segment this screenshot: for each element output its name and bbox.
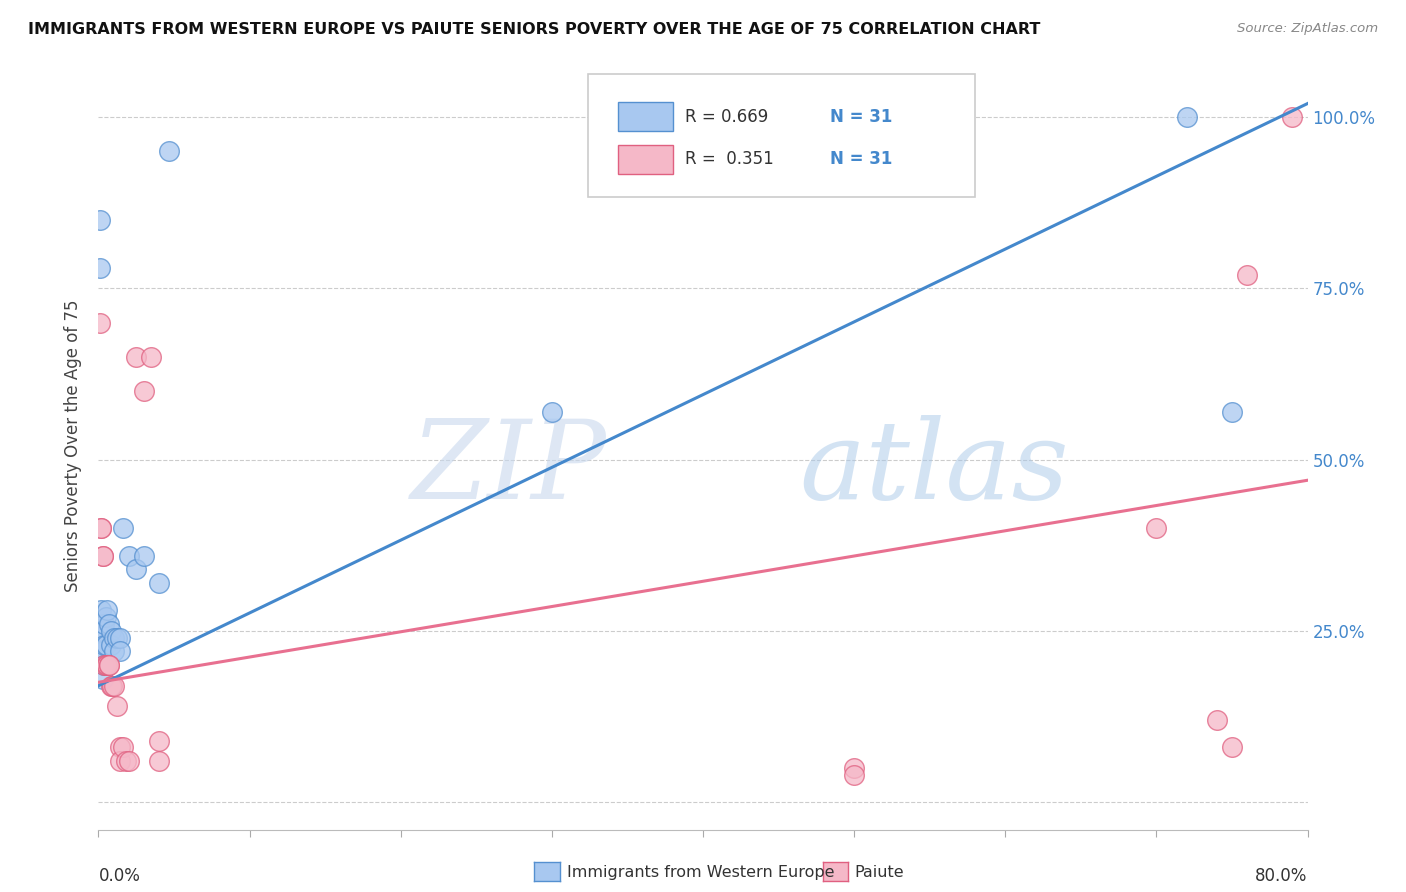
Point bbox=[132, 384, 155, 399]
Point bbox=[91, 549, 114, 563]
Point bbox=[91, 624, 114, 638]
Text: ZIP: ZIP bbox=[411, 416, 606, 523]
Point bbox=[93, 658, 115, 673]
Point bbox=[96, 658, 118, 673]
Point bbox=[1220, 405, 1243, 419]
Point bbox=[108, 740, 131, 755]
Point bbox=[103, 631, 125, 645]
Point bbox=[132, 549, 155, 563]
Point bbox=[1220, 740, 1243, 755]
Point bbox=[108, 754, 131, 768]
Point bbox=[118, 549, 141, 563]
Point bbox=[93, 658, 115, 673]
Point bbox=[844, 768, 866, 782]
Point bbox=[103, 679, 125, 693]
Point bbox=[111, 521, 134, 535]
Point bbox=[540, 405, 562, 419]
Point bbox=[141, 350, 163, 364]
Text: 80.0%: 80.0% bbox=[1256, 867, 1308, 885]
Point bbox=[93, 638, 115, 652]
Text: Source: ZipAtlas.com: Source: ZipAtlas.com bbox=[1237, 22, 1378, 36]
Point bbox=[148, 754, 170, 768]
Point bbox=[89, 316, 111, 330]
Text: 0.0%: 0.0% bbox=[98, 867, 141, 885]
Point bbox=[91, 672, 114, 686]
Point bbox=[148, 733, 170, 747]
Point bbox=[1206, 713, 1229, 727]
Y-axis label: Seniors Poverty Over the Age of 75: Seniors Poverty Over the Age of 75 bbox=[65, 300, 83, 592]
Point bbox=[148, 576, 170, 591]
Text: R =  0.351: R = 0.351 bbox=[685, 150, 773, 168]
Point bbox=[96, 603, 118, 617]
Text: Immigrants from Western Europe: Immigrants from Western Europe bbox=[567, 865, 834, 880]
Point bbox=[90, 603, 112, 617]
Point bbox=[94, 658, 117, 673]
Point bbox=[125, 562, 148, 576]
Point bbox=[91, 644, 114, 658]
Point bbox=[98, 658, 121, 673]
Point bbox=[1281, 110, 1303, 124]
Point bbox=[100, 624, 122, 638]
Point bbox=[98, 617, 121, 632]
Point bbox=[100, 679, 122, 693]
Point bbox=[1236, 268, 1258, 282]
Point bbox=[101, 679, 124, 693]
Point bbox=[94, 638, 117, 652]
Point bbox=[111, 740, 134, 755]
Point bbox=[98, 658, 121, 673]
Text: atlas: atlas bbox=[800, 416, 1070, 523]
Point bbox=[90, 521, 112, 535]
Point bbox=[89, 260, 111, 275]
Point bbox=[125, 350, 148, 364]
Point bbox=[94, 610, 117, 624]
Point bbox=[108, 631, 131, 645]
Point bbox=[91, 549, 114, 563]
Point bbox=[105, 699, 128, 714]
Point bbox=[118, 754, 141, 768]
Point bbox=[114, 754, 136, 768]
FancyBboxPatch shape bbox=[588, 74, 976, 197]
Point bbox=[1144, 521, 1167, 535]
Point bbox=[90, 644, 112, 658]
Point bbox=[103, 644, 125, 658]
Point bbox=[90, 624, 112, 638]
FancyBboxPatch shape bbox=[619, 145, 672, 174]
Text: N = 31: N = 31 bbox=[830, 108, 893, 126]
Point bbox=[89, 213, 111, 227]
Point bbox=[100, 638, 122, 652]
Text: N = 31: N = 31 bbox=[830, 150, 893, 168]
Text: Paiute: Paiute bbox=[855, 865, 904, 880]
Point bbox=[844, 761, 866, 775]
FancyBboxPatch shape bbox=[619, 103, 672, 131]
Point bbox=[105, 631, 128, 645]
Point bbox=[1175, 110, 1198, 124]
Point bbox=[90, 521, 112, 535]
Point bbox=[108, 644, 131, 658]
Text: R = 0.669: R = 0.669 bbox=[685, 108, 768, 126]
Point bbox=[93, 617, 115, 632]
Text: IMMIGRANTS FROM WESTERN EUROPE VS PAIUTE SENIORS POVERTY OVER THE AGE OF 75 CORR: IMMIGRANTS FROM WESTERN EUROPE VS PAIUTE… bbox=[28, 22, 1040, 37]
Point bbox=[159, 145, 181, 159]
